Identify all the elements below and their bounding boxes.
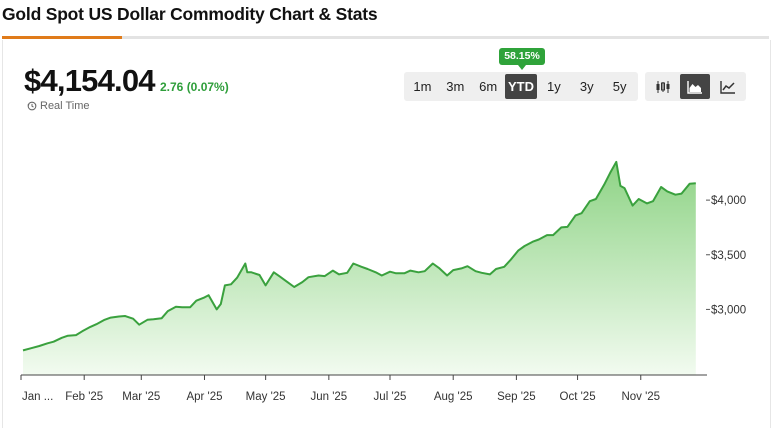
x-tick-label: Jun '25 xyxy=(310,391,347,403)
page-title: Gold Spot US Dollar Commodity Chart & St… xyxy=(2,4,378,24)
range-selector: 1m 3m 6m YTD 1y 3y 5y xyxy=(404,72,638,101)
candlestick-chart-button[interactable] xyxy=(648,74,678,99)
x-tick-label: Nov '25 xyxy=(621,391,660,403)
y-tick-label: $3,500 xyxy=(711,250,746,262)
range-tab-1m[interactable]: 1m xyxy=(413,79,432,94)
header-divider-accent xyxy=(2,36,122,39)
range-tab-5y[interactable]: 5y xyxy=(612,79,627,94)
x-tick-label: May '25 xyxy=(246,391,286,403)
x-tick-label: Jul '25 xyxy=(374,391,407,403)
chart-card xyxy=(2,40,771,428)
x-tick-label: Apr '25 xyxy=(186,391,222,403)
range-tab-ytd[interactable]: YTD xyxy=(504,74,538,99)
y-tick-label: $3,000 xyxy=(711,304,746,316)
range-tab-3y[interactable]: 3y xyxy=(579,79,594,94)
x-tick-label: Sep '25 xyxy=(497,391,536,403)
chart-type-selector xyxy=(645,72,746,101)
clock-history-icon xyxy=(27,101,37,111)
price-change: 2.76 (0.07%) xyxy=(160,80,229,94)
range-return-badge: 58.15% xyxy=(499,48,545,70)
line-chart-button[interactable] xyxy=(713,74,743,99)
realtime-indicator: Real Time xyxy=(27,100,90,112)
x-tick-label: Aug '25 xyxy=(434,391,473,403)
x-tick-label: Mar '25 xyxy=(122,391,160,403)
header-divider xyxy=(2,36,769,39)
range-tab-6m[interactable]: 6m xyxy=(479,79,498,94)
y-tick-label: $4,000 xyxy=(711,195,746,207)
range-tab-3m[interactable]: 3m xyxy=(446,79,465,94)
x-tick-label: Jan ... xyxy=(22,391,53,403)
candlestick-icon xyxy=(656,80,670,93)
line-chart-icon xyxy=(720,80,735,94)
x-tick-label: Feb '25 xyxy=(65,391,103,403)
price-line xyxy=(22,160,696,352)
area-chart-icon xyxy=(687,80,703,94)
current-price: $4,154.04 xyxy=(24,63,156,98)
x-tick-label: Oct '25 xyxy=(560,391,596,403)
area-chart-button[interactable] xyxy=(680,74,711,99)
range-tab-1y[interactable]: 1y xyxy=(547,79,561,94)
realtime-label: Real Time xyxy=(40,100,90,112)
price-area-fill xyxy=(23,161,696,375)
